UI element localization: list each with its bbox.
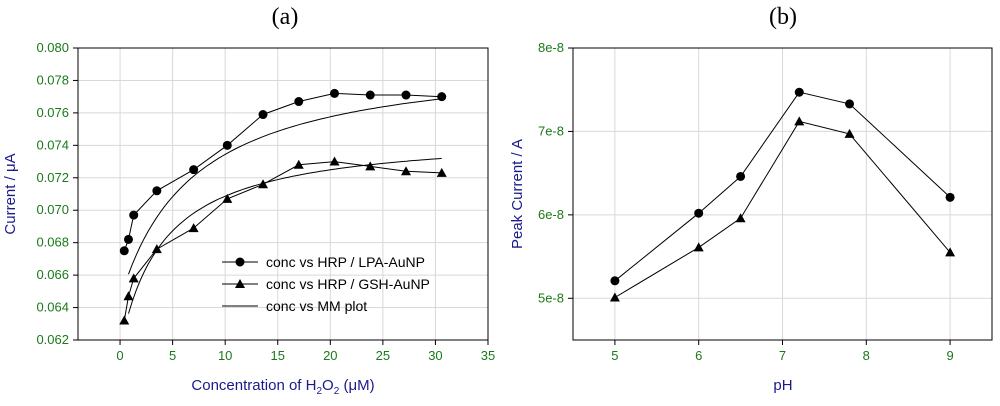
panel-a-fit-curve-1 [128, 98, 442, 275]
x-title-sub-2: 2 [334, 386, 340, 397]
panel-a-series-1-point [258, 110, 268, 120]
x-title-mid: O [322, 377, 334, 394]
panel-a-series-2-point [128, 273, 139, 283]
panel-a-x-tick-label: 5 [169, 348, 176, 363]
panel-a-series-1-point [123, 234, 133, 244]
panel-a-y-ticks: 0.062 0.064 0.066 0.068 0.070 0.072 0.074 0.076… [36, 40, 78, 347]
panel-b-x-tick-label: 8 [863, 348, 870, 363]
panel-b-series-2-point [693, 242, 704, 252]
panel-a-x-tick-label: 0 [116, 348, 123, 363]
legend-marker-lpa [235, 257, 245, 267]
legend-label-gsh: conc vs HRP / GSH-AuNP [266, 276, 430, 292]
panel-a-series-1-point [152, 186, 162, 196]
panel-a-y-tick-label: 0.070 [36, 202, 69, 217]
panel-a-y-tick-label: 0.076 [36, 105, 69, 120]
panel-a-legend: conc vs HRP / LPA-AuNP conc vs HRP / GSH… [222, 254, 430, 314]
panel-a-series-1-point [401, 90, 411, 100]
panel-a-y-tick-label: 0.068 [36, 235, 69, 250]
panel-a-x-ticks: 0 5 10 15 20 25 30 35 [116, 340, 495, 363]
panel-b-series-1-point [610, 276, 620, 286]
panel-b-grid [573, 47, 992, 340]
panel-a-series-1-point [119, 246, 129, 256]
panel-a-series-2-point [188, 223, 199, 233]
panel-b-y-ticks: 5e-8 6e-8 7e-8 8e-8 [538, 40, 573, 305]
panel-a-x-tick-label: 30 [428, 348, 442, 363]
panel-a-series-2-line [123, 161, 442, 321]
panel-b-series-2-point [735, 213, 746, 223]
panel-b-y-tick-label: 5e-8 [538, 290, 564, 305]
panel-a-series-2-point [436, 167, 447, 177]
panel-b-x-tick-label: 7 [779, 348, 786, 363]
panel-a-series-1-point [294, 97, 304, 107]
panel-b-series-1-point [845, 99, 855, 109]
panel-a-series-2-point [293, 159, 304, 169]
panel-b-label: (b) [769, 4, 797, 30]
panel-a-series-1-point [330, 88, 340, 98]
x-title-sub-1: 2 [316, 386, 322, 397]
panel-a-fit-curve-2 [128, 157, 442, 314]
panel-a-series-1-point [365, 90, 375, 100]
panel-b-series-1-point [694, 208, 704, 218]
panel-a-series-2-point [151, 244, 162, 254]
panel-a-series-1-point [222, 140, 232, 150]
panel-a-series-1-point [129, 210, 139, 220]
panel-b-series-1-point [736, 171, 746, 181]
legend-marker-gsh [235, 279, 245, 288]
panel-b-y-axis-title: Peak Current / A [509, 139, 526, 249]
panel-a-series-1-point [437, 92, 447, 102]
panel-a-series-2-point [222, 193, 233, 203]
panel-a: (a) 0 5 10 15 20 25 30 35 0.0620.0640.0660.0680… [2, 4, 495, 397]
panel-a-x-tick-label: 20 [323, 348, 337, 363]
panel-a-y-tick-label: 0.064 [36, 300, 69, 315]
panel-b-y-tick-label: 7e-8 [538, 123, 564, 138]
panel-a-y-tick-label: 0.062 [36, 332, 69, 347]
panel-b-x-tick-label: 9 [946, 348, 953, 363]
panel-a-x-tick-label: 35 [481, 348, 495, 363]
panel-b-series-1-point [794, 87, 804, 97]
panel-b-y-tick-label: 6e-8 [538, 207, 564, 222]
panel-a-x-axis-title: Concentration of H2O2 (μM) [191, 377, 374, 397]
panel-a-series-1-line [123, 92, 442, 251]
legend-label-mm: conc vs MM plot [266, 298, 367, 314]
panel-b-series-2-point [844, 128, 855, 138]
panel-a-grid [78, 47, 489, 341]
panel-b: (b) 5 6 7 8 9 5e-8 6e-8 7e-8 8e-8 Peak Current … [509, 4, 993, 394]
panel-b-series-2-line [614, 120, 951, 298]
panel-b-x-ticks: 5 6 7 8 9 [611, 340, 954, 363]
panel-a-x-tick-label: 15 [271, 348, 285, 363]
panel-a-label: (a) [272, 4, 299, 30]
panel-b-y-tick-label: 8e-8 [538, 40, 564, 55]
panel-a-series-2-point [365, 161, 376, 171]
panel-a-series-2-point [329, 156, 340, 166]
panel-a-x-tick-label: 25 [376, 348, 390, 363]
panel-a-y-tick-label: 0.074 [36, 137, 69, 152]
panel-a-y-tick-label: 0.066 [36, 267, 69, 282]
panel-b-series-2-point [794, 116, 805, 126]
panel-a-series-1-point [189, 165, 199, 175]
panel-b-series-2-point [609, 292, 620, 302]
panel-a-frame [77, 47, 489, 341]
panel-b-series-1-line [614, 91, 951, 282]
panel-a-y-tick-label: 0.078 [36, 72, 69, 87]
legend-label-lpa: conc vs HRP / LPA-AuNP [266, 254, 425, 270]
panel-a-series-2-point [401, 166, 411, 176]
panel-a-x-tick-label: 10 [218, 348, 232, 363]
panel-b-x-tick-label: 5 [611, 348, 618, 363]
panel-a-y-tick-label: 0.080 [36, 40, 69, 55]
x-title-suffix: (μM) [339, 377, 374, 394]
panel-a-y-axis-title: Current / μA [2, 153, 19, 234]
panel-b-data [609, 87, 956, 302]
panel-a-data [119, 88, 447, 325]
panel-a-y-tick-label: 0.072 [36, 170, 69, 185]
panel-b-x-tick-label: 6 [695, 348, 702, 363]
panel-b-series-1-point [945, 192, 955, 202]
panel-a-series-2-point [123, 291, 134, 301]
panel-b-series-2-point [945, 247, 956, 257]
panel-a-series-2-point [119, 315, 130, 325]
panel-b-x-axis-title: pH [773, 377, 792, 394]
x-title-prefix: Concentration of H [191, 377, 316, 394]
